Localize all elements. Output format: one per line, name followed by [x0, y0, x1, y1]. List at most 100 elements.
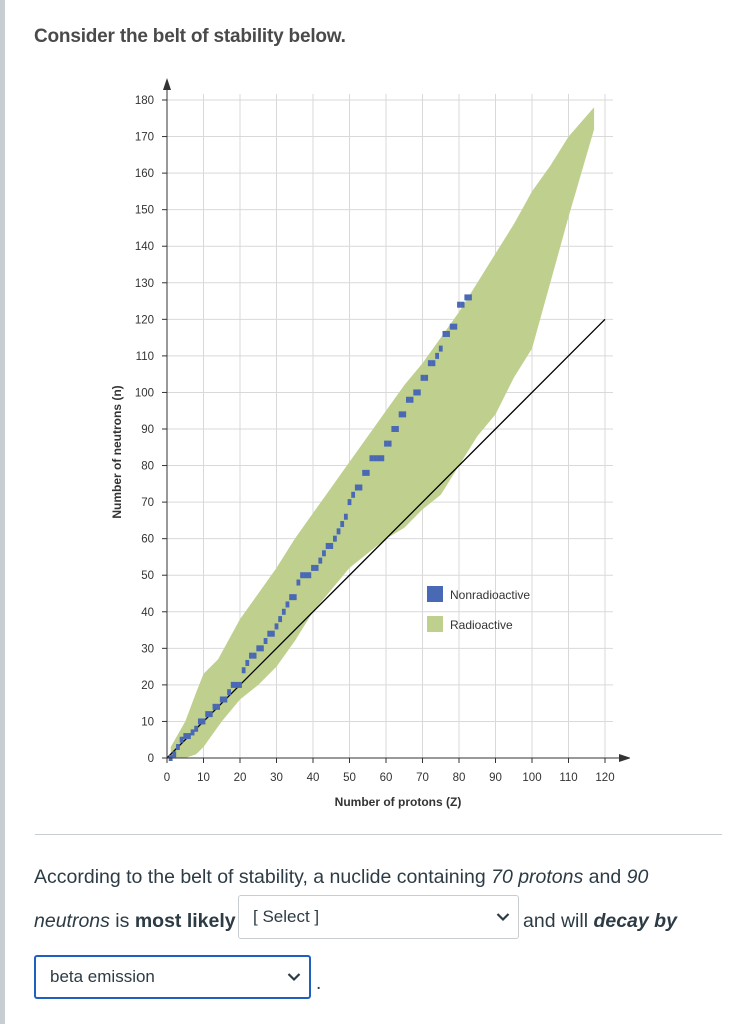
stable-nuclide-point — [241, 667, 246, 674]
stable-nuclide-point — [431, 360, 436, 367]
stable-nuclide-point — [362, 469, 366, 476]
stable-nuclide-point — [391, 426, 396, 432]
y-tick-label: 180 — [135, 95, 154, 107]
stable-nuclide-point — [172, 751, 177, 758]
protons-value: 70 protons — [491, 866, 584, 888]
stable-nuclide-point — [369, 455, 374, 462]
radioactive-band — [170, 107, 595, 759]
most-likely-text: most likely — [134, 910, 236, 932]
stable-nuclide-point — [230, 681, 235, 688]
question-line-1: According to the belt of stability, a nu… — [34, 866, 648, 889]
stable-nuclide-point — [307, 572, 312, 579]
stable-nuclide-point — [234, 681, 239, 688]
y-tick-label: 150 — [135, 205, 154, 217]
stable-nuclide-point — [183, 733, 188, 740]
stable-nuclide-point — [212, 703, 217, 710]
stable-nuclide-point — [446, 330, 450, 337]
stable-nuclide-point — [333, 535, 337, 542]
x-tick-label: 20 — [234, 772, 247, 784]
stable-nuclide-point — [281, 608, 286, 615]
x-tick-label: 90 — [489, 772, 502, 784]
stable-nuclide-point — [442, 330, 447, 337]
y-tick-label: 110 — [136, 351, 154, 363]
question-text-will: and will — [523, 910, 594, 932]
x-tick-label: 50 — [343, 772, 356, 784]
stable-nuclide-point — [351, 491, 356, 498]
y-tick-label: 10 — [141, 716, 154, 728]
legend-label: Radioactive — [450, 618, 513, 632]
y-tick-label: 120 — [135, 314, 154, 326]
x-tick-label: 70 — [416, 772, 429, 784]
stable-nuclide-point — [190, 729, 195, 736]
stable-nuclide-point — [376, 455, 381, 462]
sentence-period: . — [316, 973, 322, 994]
stable-nuclide-point — [464, 294, 469, 301]
question-intro: Consider the belt of stability below. — [34, 26, 346, 47]
y-axis-arrow — [163, 78, 171, 90]
stable-nuclide-point — [274, 623, 279, 630]
stable-nuclide-point — [322, 550, 326, 557]
stable-nuclide-point — [449, 323, 454, 330]
x-tick-label: 100 — [522, 772, 541, 784]
decay-mode-select[interactable]: beta emission — [34, 955, 311, 999]
question-line-2-end: and will decay by — [523, 910, 677, 933]
divider — [35, 834, 722, 835]
stable-nuclide-point — [278, 616, 283, 623]
stable-nuclide-point — [238, 681, 242, 688]
stable-nuclide-point — [314, 564, 319, 571]
x-tick-label: 10 — [197, 772, 210, 784]
stable-nuclide-point — [176, 744, 180, 751]
stable-nuclide-point — [197, 718, 202, 725]
y-tick-label: 130 — [135, 278, 154, 290]
y-tick-label: 160 — [135, 168, 154, 180]
stable-nuclide-point — [457, 301, 461, 308]
stable-nuclide-point — [398, 411, 403, 418]
stable-nuclide-point — [223, 696, 228, 703]
stable-nuclide-point — [416, 389, 421, 396]
x-tick-label: 40 — [307, 772, 320, 784]
stable-nuclide-point — [201, 718, 206, 725]
stable-nuclide-point — [194, 725, 199, 732]
y-tick-label: 60 — [141, 534, 154, 546]
stability-select[interactable]: [ Select ] — [238, 895, 519, 939]
stable-nuclide-point — [245, 659, 250, 666]
y-tick-label: 30 — [141, 643, 154, 655]
stable-nuclide-point — [267, 630, 272, 637]
stable-nuclide-point — [395, 426, 399, 432]
stable-nuclide-point — [373, 455, 377, 462]
y-axis-label: Number of neutrons (n) — [110, 385, 124, 518]
stable-nuclide-point — [347, 499, 352, 506]
y-tick-label: 90 — [141, 424, 154, 436]
left-border — [0, 0, 5, 1024]
question-text: According to the belt of stability, a nu… — [34, 866, 492, 888]
stable-nuclide-point — [219, 696, 224, 703]
neutrons-value: 90 — [626, 866, 649, 888]
stable-nuclide-point — [424, 374, 429, 381]
question-text-and: and — [583, 866, 627, 888]
x-tick-label: 60 — [380, 772, 393, 784]
stable-nuclide-point — [216, 703, 220, 710]
stable-nuclide-point — [179, 736, 184, 743]
chevron-down-icon — [496, 913, 510, 922]
stable-nuclide-point — [249, 652, 253, 659]
stable-nuclide-point — [427, 360, 432, 367]
chevron-down-icon — [287, 973, 301, 982]
x-tick-label: 110 — [559, 772, 577, 784]
y-tick-label: 0 — [148, 753, 154, 765]
stable-nuclide-point — [260, 645, 264, 652]
neutrons-word: neutrons — [34, 910, 110, 932]
stable-nuclide-point — [413, 389, 418, 396]
stable-nuclide-point — [336, 528, 341, 535]
stable-nuclide-point — [438, 345, 443, 352]
stable-nuclide-point — [296, 579, 301, 586]
decay-mode-select-value: beta emission — [50, 967, 155, 986]
stable-nuclide-point — [460, 301, 465, 308]
stable-nuclide-point — [227, 689, 231, 696]
stable-nuclide-point — [380, 455, 385, 462]
stable-nuclide-point — [354, 484, 359, 491]
y-tick-label: 140 — [135, 241, 154, 253]
y-tick-label: 40 — [141, 607, 154, 619]
x-tick-label: 120 — [595, 772, 614, 784]
question-text-is: is — [109, 910, 135, 932]
x-axis-label: Number of protons (Z) — [335, 795, 462, 809]
